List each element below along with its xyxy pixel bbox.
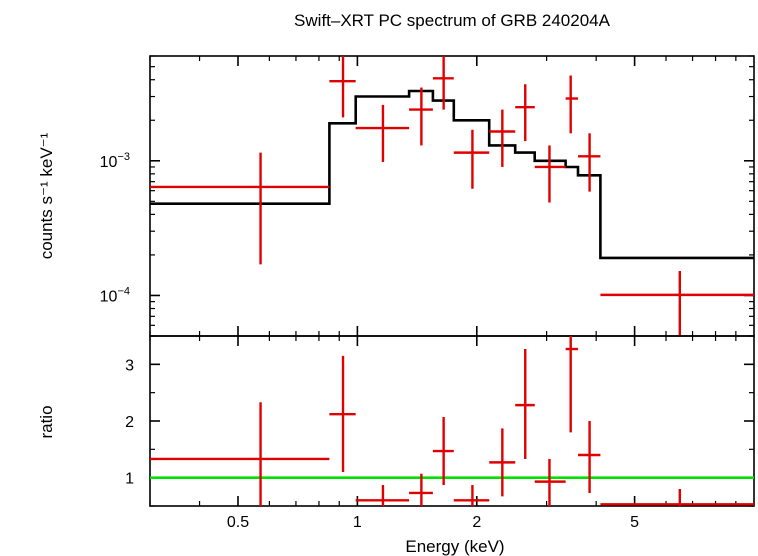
spectrum-y-axis-label: counts s⁻¹ keV⁻¹: [37, 132, 56, 259]
data-point: [453, 129, 490, 189]
chart-title: Swift–XRT PC spectrum of GRB 240204A: [294, 11, 611, 30]
ratio-y-tick-label: 1: [125, 471, 134, 488]
ratio-frame: [149, 335, 755, 507]
ratio-panel: 1 2 3 0.5 1 2 5: [125, 335, 755, 531]
ratio-point: [565, 336, 579, 433]
spectrum-y-tick-label: 10−4: [100, 285, 130, 305]
spectrum-y-tick-label: 10−3: [100, 151, 130, 171]
ratio-point: [432, 417, 454, 486]
x-tick-label: 2: [472, 514, 481, 531]
x-tick-label: 1: [353, 514, 362, 531]
ratio-point: [409, 473, 433, 506]
model-step-line: [150, 89, 754, 260]
spectrum-panel: 10−3 10−4: [100, 55, 755, 337]
ratio-y-tick-label: 3: [125, 357, 134, 374]
data-point: [515, 84, 535, 142]
ratio-point: [600, 489, 754, 506]
x-tick-label: 0.5: [227, 514, 249, 531]
ratio-point: [329, 355, 356, 472]
data-point: [409, 87, 433, 146]
ratio-y-axis-label: ratio: [37, 405, 56, 438]
data-point: [600, 270, 754, 336]
x-tick-label: 5: [630, 514, 639, 531]
ratio-y-tick-label: 2: [125, 414, 134, 431]
ratio-point: [489, 428, 516, 497]
ratio-point: [534, 458, 566, 506]
ratio-point: [578, 421, 601, 493]
data-point: [150, 152, 330, 265]
ratio-point: [150, 402, 330, 506]
data-point: [432, 56, 454, 110]
data-point: [534, 145, 566, 203]
data-point: [489, 109, 516, 167]
ratio-point: [453, 485, 490, 506]
data-point: [565, 75, 579, 134]
data-point: [578, 133, 601, 192]
x-axis-label: Energy (keV): [405, 537, 504, 556]
data-point: [329, 56, 356, 118]
ratio-point: [355, 485, 410, 506]
data-point: [355, 104, 410, 162]
ratio-point: [515, 349, 535, 459]
